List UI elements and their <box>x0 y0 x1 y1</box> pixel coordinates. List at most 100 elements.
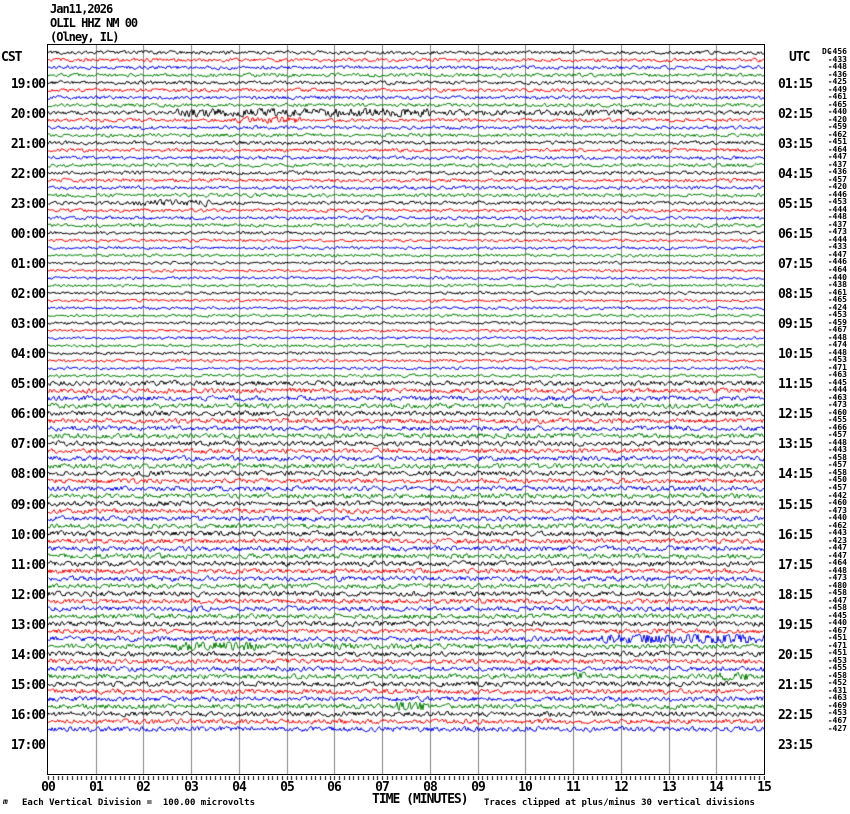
right-time-label: 10:15 <box>778 347 813 362</box>
footer-clip-note: Traces clipped at plus/minus 30 vertical… <box>484 798 755 808</box>
left-axis-title-cst: CST <box>1 50 23 65</box>
dc-offset-value: -457 <box>827 430 847 439</box>
dc-offset-value: -447 <box>827 250 847 259</box>
dc-offset-value: -467 <box>827 325 847 334</box>
left-time-label: 21:00 <box>10 137 46 152</box>
minute-label: 06 <box>327 780 342 795</box>
left-time-label: 05:00 <box>10 377 46 392</box>
left-time-label: 20:00 <box>10 107 46 122</box>
dc-offset-value: -448 <box>827 212 847 221</box>
minute-label: 00 <box>41 780 56 795</box>
right-time-label: 20:15 <box>778 648 813 663</box>
dc-offset-value: -463 <box>827 370 847 379</box>
dc-offset-value: -471 <box>827 363 847 372</box>
dc-offset-value: -443 <box>827 528 847 537</box>
dc-offset-value: -447 <box>827 551 847 560</box>
right-time-label: 01:15 <box>778 77 813 92</box>
dc-offset-value: -464 <box>827 145 847 154</box>
left-time-label: 01:00 <box>10 257 46 272</box>
minute-label: 09 <box>471 780 486 795</box>
left-time-label: 16:00 <box>10 708 46 723</box>
minute-label: 12 <box>614 780 629 795</box>
dc-offset-value: -473 <box>827 400 847 409</box>
left-time-label: 11:00 <box>10 558 46 573</box>
right-time-label: 13:15 <box>778 437 813 452</box>
left-time-label: 09:00 <box>10 498 46 513</box>
dc-offset-value: -448 <box>827 566 847 575</box>
dc-offset-value: -461 <box>827 92 847 101</box>
right-time-label: 05:15 <box>778 197 813 212</box>
dc-offset-value: -455 <box>827 415 847 424</box>
x-axis-title: TIME (MINUTES) <box>372 792 469 807</box>
right-time-label: 12:15 <box>778 407 813 422</box>
right-time-label: 19:15 <box>778 618 813 633</box>
dc-offset-value: -440 <box>827 273 847 282</box>
right-time-label: 23:15 <box>778 738 813 753</box>
dc-offset-value: -458 <box>827 453 847 462</box>
minute-label: 15 <box>757 780 772 795</box>
dc-offset-value: -444 <box>827 205 847 214</box>
left-time-label: 04:00 <box>10 347 46 362</box>
right-time-label: 15:15 <box>778 498 813 513</box>
dc-offset-value: -440 <box>827 618 847 627</box>
right-time-label: 03:15 <box>778 137 813 152</box>
x-axis-minor-ticks <box>47 776 765 780</box>
dc-offset-value: -457 <box>827 175 847 184</box>
dc-offset-value: -448 <box>827 438 847 447</box>
left-time-label: 22:00 <box>10 167 46 182</box>
dc-offset-value: -458 <box>827 603 847 612</box>
dc-offset-value: -453 <box>827 708 847 717</box>
dc-offset-value: -451 <box>827 137 847 146</box>
dc-offset-value: -425 <box>827 77 847 86</box>
left-time-label: 17:00 <box>10 738 46 753</box>
right-time-label: 06:15 <box>778 227 813 242</box>
dc-offset-value: -458 <box>827 588 847 597</box>
dc-offset-value: -445 <box>827 378 847 387</box>
dc-offset-value: -465 <box>827 100 847 109</box>
dc-offset-value: -446 <box>827 190 847 199</box>
dc-offset-value: -451 <box>827 633 847 642</box>
dc-offset-value: -467 <box>827 626 847 635</box>
dc-offset-value: -436 <box>827 70 847 79</box>
dc-offset-value: -473 <box>827 227 847 236</box>
dc-offset-value: -463 <box>827 393 847 402</box>
header-date: Jan11,2026 <box>50 2 113 16</box>
minute-label: 11 <box>566 780 581 795</box>
dc-offset-value: -448 <box>827 348 847 357</box>
dc-offset-value: -448 <box>827 333 847 342</box>
dc-offset-value: -448 <box>827 62 847 71</box>
dc-offset-value: -458 <box>827 671 847 680</box>
dc-offset-value: -446 <box>827 257 847 266</box>
right-time-label: 04:15 <box>778 167 813 182</box>
dc-offset-value: -458 <box>827 468 847 477</box>
minute-label: 01 <box>89 780 104 795</box>
dc-offset-value: -462 <box>827 521 847 530</box>
seismogram-traces-canvas[interactable] <box>48 45 764 774</box>
dc-offset-value: -465 <box>827 295 847 304</box>
dc-offset-value: -459 <box>827 122 847 131</box>
left-time-label: 03:00 <box>10 317 46 332</box>
tiny-wave-mark: m <box>3 797 8 806</box>
dc-offset-value: -444 <box>827 235 847 244</box>
dc-offset-value: -443 <box>827 445 847 454</box>
dc-offset-value: -427 <box>827 724 847 733</box>
dc-column-header: DC <box>822 47 832 56</box>
dc-offset-value: -453 <box>827 355 847 364</box>
dc-offset-value: -445 <box>827 611 847 620</box>
right-time-label: 07:15 <box>778 257 813 272</box>
dc-offset-value: -420 <box>827 182 847 191</box>
footer-scale-note: Each Vertical Division = 100.00 microvol… <box>22 798 255 808</box>
left-time-label: 08:00 <box>10 467 46 482</box>
dc-offset-value: -474 <box>827 340 847 349</box>
dc-offset-value: -471 <box>827 641 847 650</box>
minute-label: 10 <box>518 780 533 795</box>
left-time-label: 14:00 <box>10 648 46 663</box>
dc-offset-value: -449 <box>827 85 847 94</box>
minute-label: 03 <box>184 780 199 795</box>
seismogram-plot-area[interactable] <box>47 44 765 775</box>
right-time-label: 21:15 <box>778 678 813 693</box>
dc-offset-value: -438 <box>827 280 847 289</box>
minute-label: 02 <box>136 780 151 795</box>
dc-offset-value: -437 <box>827 160 847 169</box>
